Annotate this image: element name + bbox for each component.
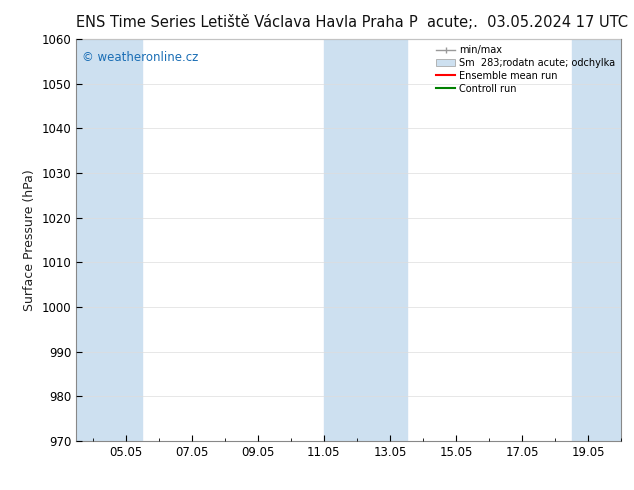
Text: ENS Time Series Letiště Václava Havla Praha: ENS Time Series Letiště Václava Havla Pr… [76,15,404,30]
Bar [572,39,634,441]
Text: © weatheronline.cz: © weatheronline.cz [82,51,198,64]
Legend: min/max, Sm  283;rodatn acute; odchylka, Ensemble mean run, Controll run: min/max, Sm 283;rodatn acute; odchylka, … [432,41,619,98]
Bar [324,39,406,441]
Y-axis label: Surface Pressure (hPa): Surface Pressure (hPa) [23,169,36,311]
Text: P  acute;.  03.05.2024 17 UTC: P acute;. 03.05.2024 17 UTC [409,15,628,30]
Bar [76,39,142,441]
